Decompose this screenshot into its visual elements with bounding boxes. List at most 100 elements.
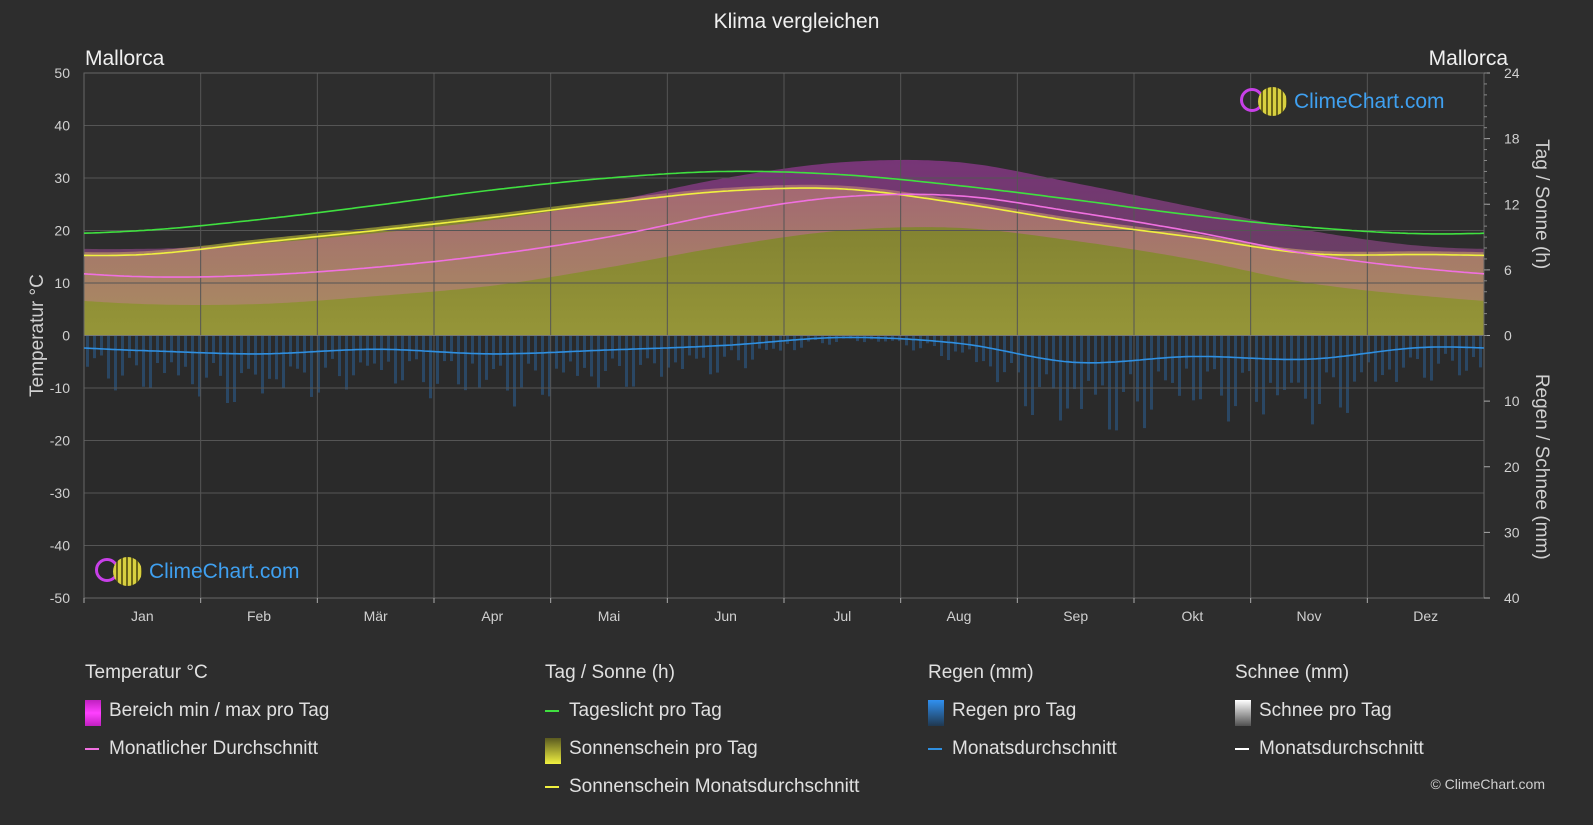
rain-day-bar: [982, 335, 985, 362]
rain-day-bar: [506, 335, 509, 391]
left-tick-label: 30: [54, 170, 70, 186]
rain-day-bar: [1423, 335, 1426, 378]
rain-day-bar: [541, 335, 544, 395]
rain-day-bar: [499, 335, 502, 366]
rain-day-bar: [800, 335, 803, 348]
legend-temperature: Temperatur °C Bereich min / max pro Tag …: [85, 662, 329, 776]
rain-day-bar: [1052, 335, 1055, 389]
rain-day-bar: [1234, 335, 1237, 407]
rain-day-bar: [86, 335, 89, 367]
rain-day-bar: [492, 335, 495, 370]
rain-day-bar: [1325, 335, 1328, 373]
rain-day-bar: [576, 335, 579, 376]
rain-day-bar: [590, 335, 593, 377]
temp-range-swatch: [85, 700, 101, 726]
daylight-swatch: [545, 710, 559, 712]
rain-day-bar: [1171, 335, 1174, 383]
climechart-logo-icon: [1238, 86, 1290, 118]
chart-title: Klima vergleichen: [713, 10, 880, 33]
right-axis-title-bottom: Regen / Schnee (mm): [1531, 374, 1552, 560]
rain-day-bar: [905, 335, 908, 346]
rain-day-bar: [1185, 335, 1188, 369]
left-tick-label: -10: [50, 380, 70, 396]
sunshine-avg-line: [84, 187, 1485, 257]
rain-day-bar: [912, 335, 915, 351]
rain-day-bar: [1479, 335, 1482, 368]
rain-day-bar: [415, 335, 418, 360]
legend-item: Bereich min / max pro Tag: [85, 700, 329, 738]
rain-day-bar: [149, 335, 152, 388]
right-tick-label: 18: [1504, 131, 1520, 147]
rain-day-bar: [1402, 335, 1405, 368]
rain-day-bar: [1248, 335, 1251, 372]
rain-day-bar: [646, 335, 649, 359]
rain-day-bar: [443, 335, 446, 362]
rain-day-bar: [464, 335, 467, 391]
rain-day-bar: [408, 335, 411, 362]
rain-day-bar: [1108, 335, 1111, 430]
legend-label: Tageslicht pro Tag: [569, 700, 722, 721]
rain-day-bar: [1430, 335, 1433, 381]
rain-day-bar: [1206, 335, 1209, 372]
left-tick-label: 50: [54, 65, 70, 81]
rain-day-bar: [751, 335, 754, 360]
rain-day-bar: [1332, 335, 1335, 378]
rain-day-bar: [1367, 335, 1370, 363]
rain-day-bar: [1444, 335, 1447, 354]
rain-day-bar: [793, 335, 796, 351]
legend-item: Regen pro Tag: [928, 700, 1117, 738]
rain-day-bar: [93, 335, 96, 359]
rain-day-bar: [947, 335, 950, 361]
rain-day-bar: [716, 335, 719, 373]
rain-day-bar: [436, 335, 439, 384]
rain-day-bar: [282, 335, 285, 388]
rain-day-bar: [1311, 335, 1314, 425]
rain-day-bar: [331, 335, 334, 359]
rain-day-bar: [184, 335, 187, 367]
legend-label: Regen pro Tag: [952, 700, 1077, 721]
rain-day-bar: [1178, 335, 1181, 396]
rain-day-bar: [457, 335, 460, 385]
rain-day-bar: [1010, 335, 1013, 364]
right-tick-label: 20: [1504, 459, 1520, 475]
sunshine-avg-swatch: [545, 786, 559, 788]
rain-day-bar: [275, 335, 278, 380]
rain-day-bar: [527, 335, 530, 364]
rain-day-bar: [667, 335, 670, 368]
right-tick-label: 6: [1504, 262, 1512, 278]
rain-day-bar: [940, 335, 943, 357]
rain-day-bar: [1080, 335, 1083, 409]
location-right: Mallorca: [1428, 47, 1508, 70]
rain-day-bar: [1003, 335, 1006, 373]
rain-day-bar: [1227, 335, 1230, 422]
left-tick-label: 20: [54, 223, 70, 239]
rain-day-bar: [345, 335, 348, 390]
rain-day-bar: [170, 335, 173, 363]
rain-day-bar: [303, 335, 306, 373]
month-label: Sep: [1063, 608, 1088, 624]
legend-item: Monatlicher Durchschnitt: [85, 738, 329, 776]
rain-day-bar: [926, 335, 929, 344]
legend-label: Sonnenschein pro Tag: [569, 738, 758, 759]
rain-day-bar: [1059, 335, 1062, 421]
snow-avg-swatch: [1235, 748, 1249, 750]
rain-day-bar: [660, 335, 663, 377]
rain-day-bar: [352, 335, 355, 376]
rain-day-bar: [1101, 335, 1104, 386]
rain-day-bar: [744, 335, 747, 369]
rain-day-bar: [1038, 335, 1041, 388]
rain-day-bar: [618, 335, 621, 366]
legend-label: Sonnenschein Monatsdurchschnitt: [569, 776, 860, 797]
rain-day-bar: [996, 335, 999, 383]
rain-day-bar: [429, 335, 432, 399]
rain-day-bar: [737, 335, 740, 361]
rain-day-bar: [821, 335, 824, 344]
left-tick-label: 0: [62, 328, 70, 344]
rain-day-bar: [401, 335, 404, 381]
legend-rain: Regen (mm) Regen pro Tag Monatsdurchschn…: [928, 662, 1117, 776]
rain-day-bar: [1122, 335, 1125, 393]
climechart-logo-icon: [93, 556, 145, 588]
rain-day-bar: [1409, 335, 1412, 358]
month-label: Aug: [947, 608, 972, 624]
rain-day-bar: [835, 335, 838, 343]
